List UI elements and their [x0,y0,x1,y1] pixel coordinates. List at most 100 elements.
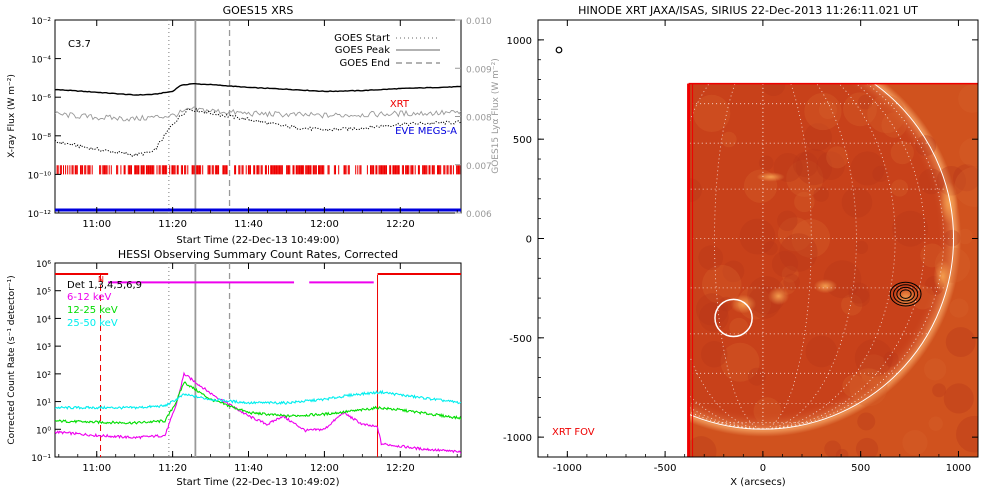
xrt-texture-blob [786,159,824,197]
hessi-xtick-label: 11:20 [158,463,187,474]
hessi-25-50-line [55,389,461,410]
xrt-texture-blob [688,436,717,457]
xrt-texture-blob [700,341,728,368]
xrt-texture-blob [688,178,702,203]
xrt-axes: -1000 -500 0 500 1000 1000 500 0 -500 -1000 [503,19,979,474]
goes-title: GOES15 XRS [223,4,294,17]
xrt-texture-blob [763,241,778,256]
xrt-texture-blob [841,294,863,316]
xrt-texture-blob [804,92,842,131]
xrt-contour [889,281,922,307]
xrt-texture-blob [918,168,945,195]
hessi-title: HESSI Observing Summary Count Rates, Cor… [118,248,398,261]
xrt-xtick-label: 0 [760,463,766,474]
xrt-texture-blob [892,210,929,247]
xrt-small-circle-marker [555,46,563,54]
xrt-ytick-label: 500 [513,135,532,146]
xrt-title: HINODE XRT JAXA/ISAS, SIRIUS 22-Dec-2013… [578,4,918,17]
hessi-ytick-label: 10³ [36,343,51,353]
xrt-texture-blob [956,415,978,453]
xrt-texture-blob [910,285,935,310]
legend-goes-start: GOES Start [334,33,390,44]
goes-xlabel: Start Time (22-Dec-13 10:49:00) [176,235,339,246]
xrt-texture-blob [957,228,973,245]
xrt-texture-blob [792,151,819,178]
goes-eve-label: EVE MEGS-A [395,126,457,137]
xrt-texture-blob [777,217,813,252]
hessi-ytick-label: 10¹ [36,399,51,409]
xrt-texture-blob [753,397,782,425]
xrt-texture-blob [872,165,889,183]
goes-ytick-label: 10⁻¹⁰ [28,171,52,181]
xrt-texture-blob [958,84,978,113]
goes-lya-line [55,106,461,122]
xrt-fov-group [688,83,978,457]
xrt-texture-blob [779,233,818,272]
xrt-bright-region [730,294,757,314]
xrt-texture-blob [920,243,945,268]
goes-ytick-label: 10⁻² [31,17,51,27]
xrt-texture-blob [848,282,870,304]
goes-xrt-observation-ticks [56,165,461,175]
goes-y2tick-label: 0.010 [466,17,492,27]
goes-ytick-label: 10⁻⁸ [31,133,51,143]
xrt-xtick-label: 1000 [946,463,971,474]
xrt-texture-blob [949,298,969,318]
xrt-texture-blob [932,383,947,398]
xrt-image [555,46,978,457]
xrt-panel: HINODE XRT JAXA/ISAS, SIRIUS 22-Dec-2013… [503,4,979,488]
xrt-texture-blob [891,179,909,197]
xrt-texture-blob [729,317,749,338]
hessi-legend-25-50: 25-50 keV [67,318,118,329]
goes-xrt-label: XRT [390,99,410,110]
xrt-texture-blob [881,112,907,138]
hessi-xtick-label: 11:40 [234,463,263,474]
goes-panel: GOES15 XRS 11:00 11:20 11:40 12:00 12:20 10⁻²… [7,4,501,246]
xrt-texture-blob [816,151,845,180]
xrt-texture-blob [818,101,837,119]
goes-ylabel: X-ray Flux (W m⁻²) [7,74,17,158]
hessi-ytick-label: 10⁻¹ [31,454,51,464]
goes-long-channel-line [55,83,461,96]
xrt-xtick-label: -1000 [553,463,582,474]
goes-xtick-label: 12:20 [386,219,415,230]
xrt-texture-blob [695,293,729,326]
xrt-texture-blob [771,250,799,278]
xrt-texture-blob [902,430,928,456]
xrt-texture-blob [843,92,877,127]
xrt-texture-blob [857,412,876,431]
xrt-texture-blob [761,83,786,97]
goes-plot-frame [54,19,462,214]
legend-goes-end: GOES End [340,58,390,69]
xrt-texture-blob [720,342,760,382]
xrt-texture-blob [945,327,976,357]
xrt-bright-region [813,279,838,294]
goes-xtick-label: 11:00 [82,219,111,230]
xrt-texture-blob [842,374,865,398]
goes-ytick-label: 10⁻⁶ [31,94,51,104]
xrt-bright-region [767,287,790,306]
xrt-texture-blob [781,265,799,283]
xrt-texture-blob [747,276,786,315]
xrt-texture-blob [850,151,885,186]
xrt-texture-blob [824,440,842,457]
goes-marks [55,20,461,213]
xrt-texture-blob [758,155,774,171]
xrt-xtick-label: -500 [654,463,677,474]
xrt-texture-blob [693,94,731,133]
goes-axes: 11:00 11:20 11:40 12:00 12:20 10⁻² 10⁻⁴ 10⁻⁶ 10⁻… [28,17,492,230]
xrt-texture-blob [826,146,849,169]
xrt-texture-blob [739,218,776,255]
xrt-grid-longitude [714,83,763,430]
xrt-texture-blob [943,229,961,247]
xrt-contour [893,284,919,304]
hessi-ytick-label: 10⁰ [36,426,51,436]
xrt-ytick-label: 1000 [507,36,532,47]
goes-legend: GOES Start GOES Peak GOES End [334,33,440,69]
xrt-texture-blob [747,367,766,386]
xrt-texture-blob [928,416,943,431]
goes-xtick-label: 12:00 [310,219,339,230]
xrt-texture-blob [890,140,914,165]
